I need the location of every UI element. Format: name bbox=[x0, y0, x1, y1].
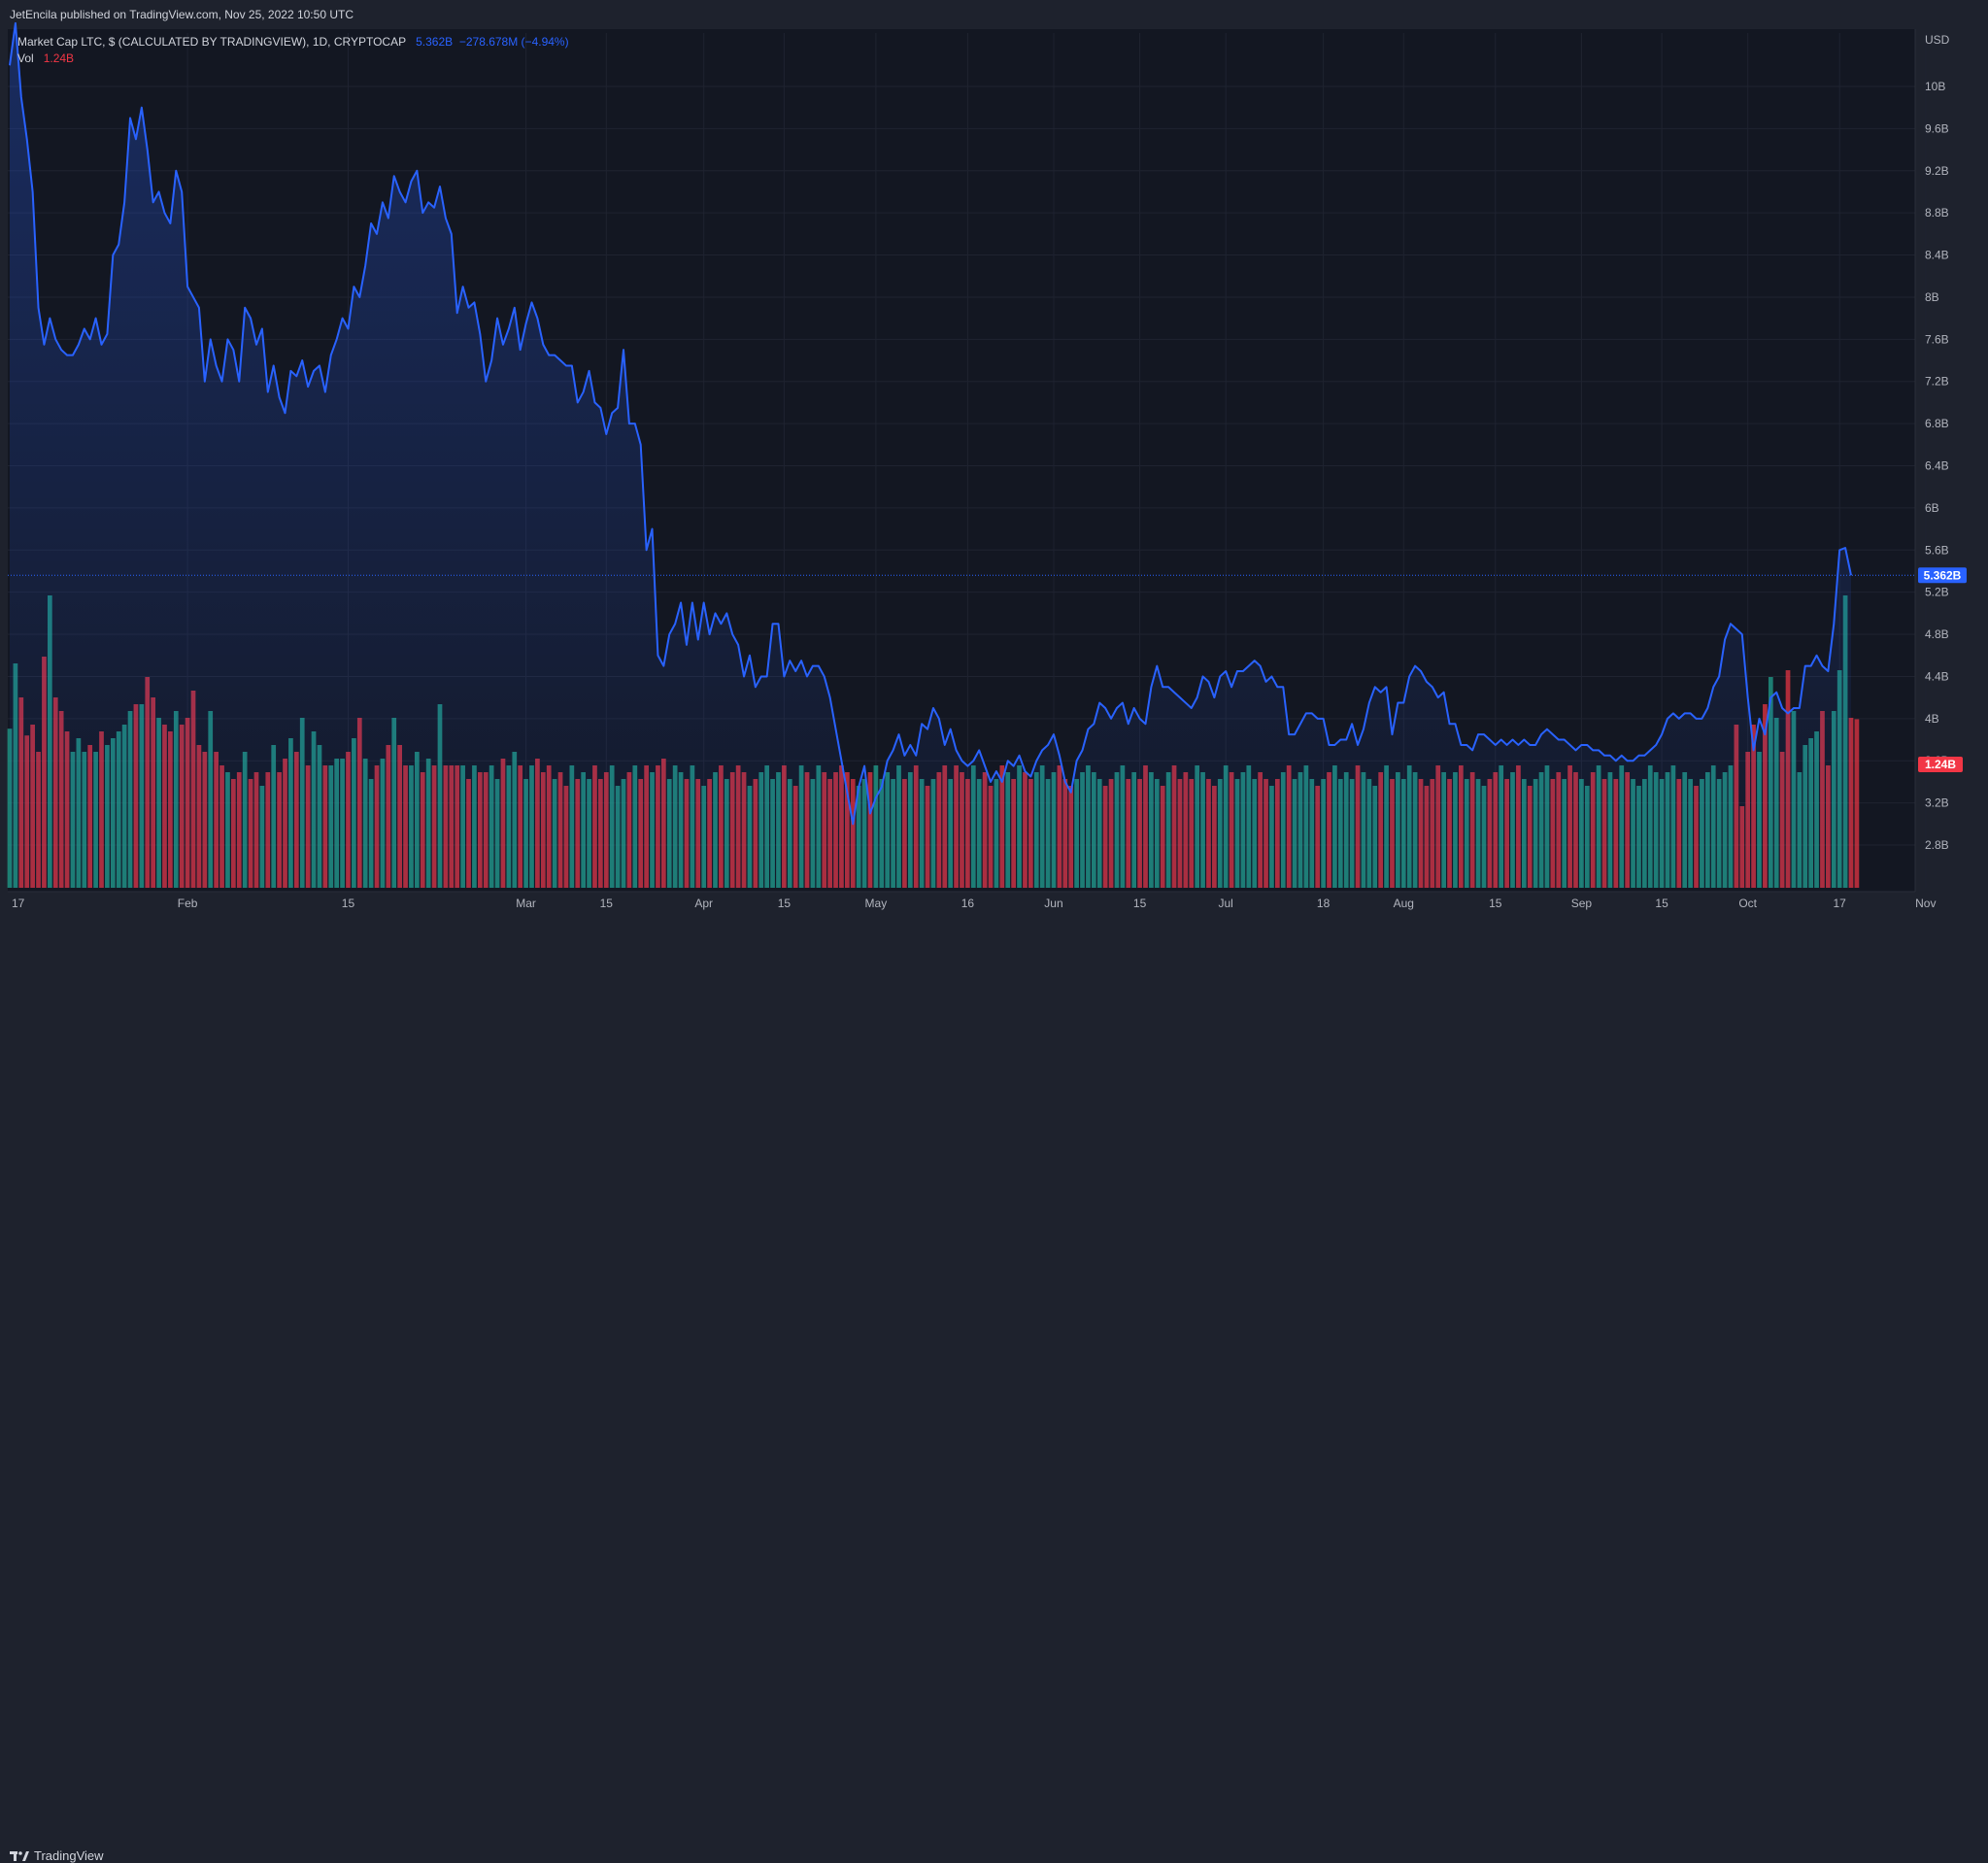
last-volume-badge-bg bbox=[1918, 757, 1963, 772]
y-tick-label: 6.8B bbox=[1925, 417, 1949, 430]
symbol-title: Market Cap LTC, $ (CALCULATED BY TRADING… bbox=[17, 35, 407, 49]
bottom-bar: TradingView bbox=[0, 921, 1988, 1863]
y-tick-label: 7.2B bbox=[1925, 375, 1949, 389]
x-tick-label: 15 bbox=[1133, 897, 1147, 910]
y-tick-label: 9.6B bbox=[1925, 121, 1949, 135]
x-tick-label: 16 bbox=[961, 897, 975, 910]
x-tick-label: 15 bbox=[778, 897, 792, 910]
price-line bbox=[9, 21, 1852, 826]
x-tick-label: Jun bbox=[1044, 897, 1062, 910]
volume-bar bbox=[1854, 719, 1860, 888]
x-tick-label: Feb bbox=[178, 897, 198, 910]
tradingview-logo-icon bbox=[10, 1850, 29, 1861]
y-tick-label: 4.8B bbox=[1925, 627, 1949, 641]
last-price-badge-text: 5.362B bbox=[1924, 568, 1962, 582]
volume-label: Vol bbox=[17, 51, 34, 65]
y-tick-label: 3.2B bbox=[1925, 796, 1949, 810]
y-tick-label: 4B bbox=[1925, 712, 1939, 726]
y-tick-label: 6.4B bbox=[1925, 459, 1949, 473]
x-tick-label: Nov bbox=[1915, 897, 1936, 910]
x-tick-label: 15 bbox=[342, 897, 355, 910]
x-tick-label: Jul bbox=[1219, 897, 1233, 910]
y-tick-label: 7.6B bbox=[1925, 332, 1949, 346]
legend-symbol-row[interactable]: Market Cap LTC, $ (CALCULATED BY TRADING… bbox=[17, 34, 569, 51]
last-volume-badge-text: 1.24B bbox=[1925, 758, 1956, 771]
x-tick-label: Apr bbox=[694, 897, 713, 910]
last-price-badge-bg bbox=[1918, 567, 1967, 584]
y-tick-label: 5.6B bbox=[1925, 543, 1949, 557]
y-tick-label: 10B bbox=[1925, 80, 1945, 93]
top-bar: JetEncila published on TradingView.com, … bbox=[0, 0, 1988, 29]
y-tick-label: 2.8B bbox=[1925, 838, 1949, 852]
x-tick-label: Mar bbox=[516, 897, 536, 910]
y-tick-label: 5.2B bbox=[1925, 586, 1949, 599]
x-tick-label: Oct bbox=[1738, 897, 1757, 910]
y-tick-label: 8.8B bbox=[1925, 206, 1949, 220]
last-volume-badge: 1.24B bbox=[1918, 757, 1963, 772]
x-tick-label: 15 bbox=[1489, 897, 1502, 910]
x-tick-label: Sep bbox=[1571, 897, 1593, 910]
y-tick-label: 8B bbox=[1925, 290, 1939, 304]
x-tick-label: 18 bbox=[1317, 897, 1331, 910]
y-axis-unit: USD bbox=[1925, 33, 1950, 47]
x-tick-label: Aug bbox=[1394, 897, 1414, 910]
volume-value: 1.24B bbox=[43, 51, 75, 65]
price-value: 5.362B bbox=[416, 35, 454, 49]
y-tick-label: 8.4B bbox=[1925, 249, 1949, 262]
price-area bbox=[10, 22, 1851, 889]
tradingview-label: TradingView bbox=[34, 1848, 104, 1863]
y-tick-label: 4.4B bbox=[1925, 669, 1949, 683]
chart-legend: Market Cap LTC, $ (CALCULATED BY TRADING… bbox=[17, 34, 569, 67]
last-price-badge: 5.362B bbox=[1918, 567, 1967, 584]
x-tick-label: May bbox=[865, 897, 888, 910]
x-tick-label: 17 bbox=[12, 897, 25, 910]
price-chart[interactable]: 2.8B3.2B3.6B4B4.4B4.8B5.2B5.6B6B6.4B6.8B… bbox=[0, 0, 1988, 951]
legend-volume-row[interactable]: Vol 1.24B bbox=[17, 51, 569, 67]
y-tick-label: 6B bbox=[1925, 501, 1939, 515]
y-tick-label: 9.2B bbox=[1925, 164, 1949, 178]
price-change: −278.678M (−4.94%) bbox=[458, 35, 569, 49]
tradingview-brand[interactable]: TradingView bbox=[10, 1848, 104, 1863]
published-info: JetEncila published on TradingView.com, … bbox=[10, 8, 354, 21]
x-tick-label: 17 bbox=[1834, 897, 1847, 910]
x-tick-label: 15 bbox=[600, 897, 614, 910]
x-tick-label: 15 bbox=[1655, 897, 1668, 910]
